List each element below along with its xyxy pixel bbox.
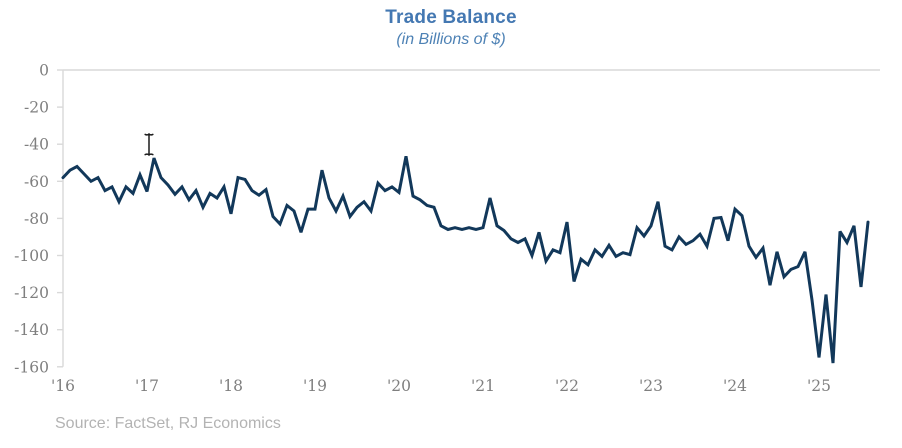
x-axis-label: '16 — [51, 377, 75, 395]
trade-balance-line — [61, 156, 870, 364]
y-axis-label: -60 — [24, 173, 49, 191]
x-axis-label: '24 — [723, 377, 747, 395]
y-axis-label: -160 — [14, 358, 49, 376]
y-axis-label: -120 — [14, 284, 49, 302]
x-axis-label: '23 — [639, 377, 663, 395]
y-axis-label: 0 — [39, 62, 49, 80]
x-axis-label: '19 — [303, 377, 327, 395]
x-axis-label: '22 — [555, 377, 579, 395]
x-axis-label: '21 — [471, 377, 495, 395]
x-axis-label: '25 — [807, 377, 831, 395]
y-axis-label: -100 — [14, 247, 49, 265]
chart-subtitle: (in Billions of $) — [396, 31, 506, 48]
text-cursor-icon — [144, 133, 154, 157]
y-axis-label: -80 — [24, 210, 49, 228]
y-axis-label: -40 — [24, 136, 49, 154]
y-axis-label: -140 — [14, 321, 49, 339]
x-axis-label: '17 — [135, 377, 159, 395]
source-note: Source: FactSet, RJ Economics — [55, 415, 281, 432]
y-axis-label: -20 — [24, 99, 49, 117]
x-axis-label: '20 — [387, 377, 411, 395]
x-axis-label: '18 — [219, 377, 243, 395]
chart-title: Trade Balance — [385, 7, 517, 28]
